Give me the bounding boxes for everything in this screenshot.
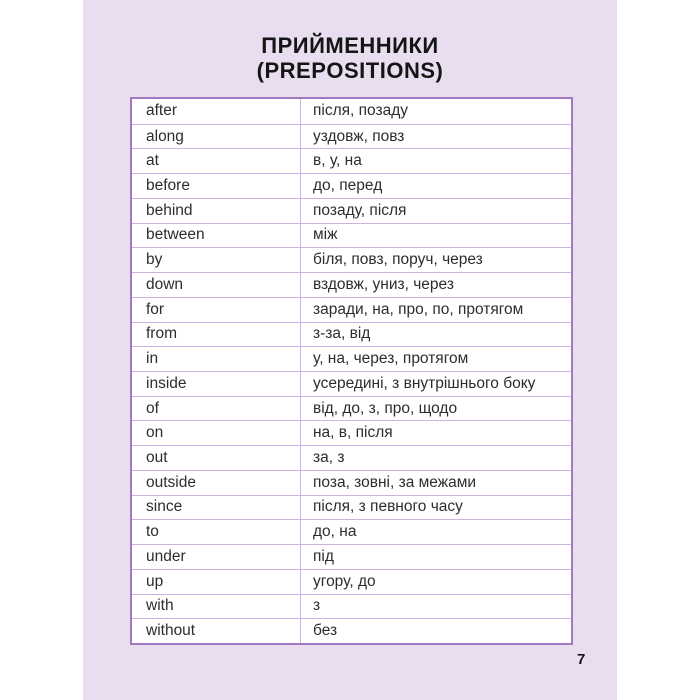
english-preposition-cell: out [146,449,168,467]
table-row: under під [132,544,571,569]
ukrainian-translation-cell: позаду, після [300,198,571,223]
ukrainian-translation-cell: від, до, з, про, щодо [300,396,571,421]
table-row: of від, до, з, про, щодо [132,395,571,421]
ukrainian-translation-cell: без [300,619,571,643]
english-preposition-cell: of [146,399,159,417]
english-preposition-cell: for [146,300,165,318]
ukrainian-translation-cell: на, в, після [300,421,571,446]
english-preposition-cell: at [146,152,159,170]
ukrainian-translation-cell: вздовж, униз, через [300,273,571,297]
english-preposition-cell: between [146,226,205,244]
english-preposition-cell: along [146,127,184,145]
page-title-line2: (PREPOSITIONS) [256,58,444,83]
ukrainian-translation-cell: за, з [300,446,571,470]
table-row: since після, з певного часу [132,494,571,520]
page-number: 7 [577,651,586,668]
table-row: before до, перед [132,173,571,198]
english-preposition-cell: up [146,572,164,590]
table-row: down вздовж, униз, через [132,272,571,297]
table-row: at в, у, на [132,148,571,174]
ukrainian-translation-cell: з-за, від [300,322,571,347]
table-row: outside поза, зовні, за межами [132,469,571,495]
english-preposition-cell: after [146,102,178,120]
page-title-line1: ПРИЙМЕННИКИ [261,33,439,58]
ukrainian-translation-cell: у, на, через, протягом [300,347,571,371]
ukrainian-translation-cell: після, з певного часу [300,495,571,520]
ukrainian-translation-cell: уздовж, повз [300,124,571,149]
table-row: between між [132,222,571,248]
table-row: without без [132,618,571,643]
book-page-panel: ПРИЙМЕННИКИ (PREPOSITIONS) after після, … [83,0,617,700]
english-preposition-cell: without [146,622,196,640]
english-preposition-cell: since [146,498,183,516]
table-row: with з [132,593,571,619]
english-preposition-cell: by [146,251,163,269]
table-row: in у, на, через, протягом [132,346,571,371]
ukrainian-translation-cell: під [300,545,571,569]
english-preposition-cell: to [146,523,159,541]
english-preposition-cell: outside [146,473,196,491]
english-preposition-cell: under [146,547,186,565]
english-preposition-cell: before [146,177,190,195]
page-title: ПРИЙМЕННИКИ (PREPOSITIONS) [83,33,617,83]
ukrainian-translation-cell: поза, зовні, за межами [300,470,571,495]
table-row: on на, в, після [132,420,571,446]
table-row: inside усередині, з внутрішнього боку [132,370,571,396]
ukrainian-translation-cell: з [300,594,571,619]
table-row: along уздовж, повз [132,123,571,149]
english-preposition-cell: behind [146,201,193,219]
ukrainian-translation-cell: угору, до [300,569,571,594]
table-row: after після, позаду [132,99,571,124]
ukrainian-translation-cell: після, позаду [300,99,571,124]
ukrainian-translation-cell: між [300,223,571,248]
table-row: by біля, повз, поруч, через [132,247,571,273]
english-preposition-cell: in [146,350,159,368]
ukrainian-translation-cell: заради, на, про, по, протягом [300,297,571,322]
english-preposition-cell: with [146,597,174,615]
english-preposition-cell: from [146,325,177,343]
ukrainian-translation-cell: до, перед [300,174,571,198]
ukrainian-translation-cell: усередині, з внутрішнього боку [300,371,571,396]
english-preposition-cell: on [146,424,164,442]
table-row: up угору, до [132,568,571,594]
ukrainian-translation-cell: до, на [300,520,571,545]
table-row: out за, з [132,445,571,470]
table-row: to до, на [132,519,571,545]
table-row: from з-за, від [132,321,571,347]
ukrainian-translation-cell: біля, повз, поруч, через [300,248,571,273]
prepositions-table: after після, позаду along уздовж, повз a… [130,97,573,645]
english-preposition-cell: inside [146,374,187,392]
table-row: behind позаду, після [132,197,571,223]
ukrainian-translation-cell: в, у, на [300,149,571,174]
english-preposition-cell: down [146,275,184,293]
table-row: for заради, на, про, по, протягом [132,296,571,322]
